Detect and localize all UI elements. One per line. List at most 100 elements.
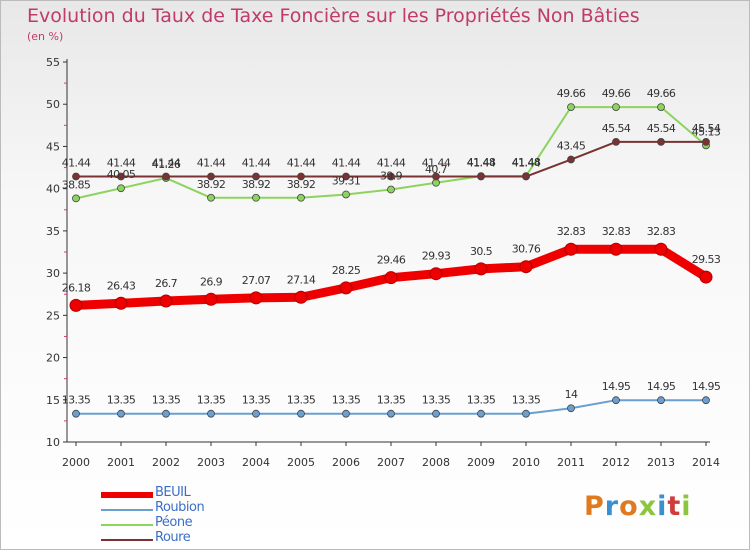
data-label: 38.85	[62, 178, 91, 191]
data-label: 41.48	[512, 156, 541, 169]
y-tick-label: 20	[46, 352, 60, 365]
data-label: 38.92	[197, 178, 226, 191]
x-tick-label: 2000	[62, 456, 90, 469]
data-point-peone	[387, 185, 395, 194]
x-tick-label: 2013	[647, 456, 675, 469]
data-label: 49.66	[557, 87, 586, 100]
x-tick-label: 2003	[197, 456, 225, 469]
data-label: 30.5	[470, 245, 493, 258]
x-tick-label: 2009	[467, 456, 495, 469]
y-tick-label: 10	[46, 436, 60, 449]
data-label: 38.92	[287, 178, 316, 191]
data-point-peone	[657, 103, 665, 111]
data-point-roubion	[252, 409, 260, 418]
logo-letter: i	[681, 491, 692, 522]
data-point-roure	[432, 172, 440, 181]
data-label: 13.35	[62, 394, 91, 407]
data-label: 13.35	[152, 394, 181, 407]
data-label: 13.35	[377, 394, 406, 407]
data-point-beuil	[114, 296, 128, 310]
data-point-roure	[252, 172, 260, 181]
data-label: 39.31	[332, 174, 361, 187]
data-point-beuil	[204, 292, 218, 306]
data-point-beuil	[294, 290, 308, 304]
data-point-beuil	[429, 267, 443, 281]
data-label: 41.48	[467, 156, 496, 169]
data-point-roure	[522, 172, 530, 181]
data-label: 41.44	[467, 157, 496, 170]
data-label: 40.7	[425, 163, 448, 176]
x-tick-label: 2012	[602, 456, 630, 469]
data-label: 14	[565, 388, 578, 401]
data-point-roubion	[297, 409, 305, 418]
data-point-beuil	[654, 242, 668, 256]
y-tick-label: 30	[46, 267, 60, 280]
y-tick-label: 45	[46, 140, 60, 153]
data-point-roure	[567, 155, 575, 164]
data-point-roubion	[387, 409, 395, 418]
legend-swatch-peone	[101, 524, 153, 526]
x-tick-label: 2008	[422, 456, 450, 469]
data-label: 41.26	[152, 158, 181, 171]
legend-label-roure: Roure	[155, 530, 191, 545]
legend-label-roubion: Roubion	[155, 500, 205, 515]
data-point-beuil	[384, 271, 398, 285]
logo-letter: o	[619, 491, 639, 522]
data-point-roure	[207, 172, 215, 181]
data-label: 13.35	[512, 394, 541, 407]
legend-swatch-beuil	[101, 492, 153, 498]
data-point-roure	[387, 172, 395, 181]
data-label: 29.53	[692, 253, 721, 266]
data-label: 13.35	[422, 394, 451, 407]
y-tick-label: 50	[46, 98, 60, 111]
data-point-beuil	[339, 281, 353, 295]
y-tick-label: 35	[46, 225, 60, 238]
data-point-beuil	[564, 242, 578, 256]
data-label: 41.44	[512, 157, 541, 170]
data-point-peone	[567, 103, 575, 111]
data-label: 32.83	[647, 225, 676, 238]
data-label: 38.92	[242, 178, 271, 191]
data-label: 29.46	[377, 254, 406, 267]
data-point-roure	[117, 172, 125, 181]
data-label: 41.44	[287, 157, 316, 170]
data-label: 41.44	[62, 157, 91, 170]
data-label: 13.35	[107, 394, 136, 407]
data-point-peone	[252, 193, 260, 202]
y-tick-label: 40	[46, 183, 60, 196]
data-point-roure	[657, 137, 665, 146]
x-tick-label: 2010	[512, 456, 540, 469]
x-tick-label: 2002	[152, 456, 180, 469]
data-label: 32.83	[557, 225, 586, 238]
logo-letter: t	[667, 491, 682, 522]
data-label: 14.95	[692, 380, 721, 393]
data-label: 14.95	[602, 380, 631, 393]
data-point-peone	[207, 193, 215, 202]
chart-title: Evolution du Taux de Taxe Foncière sur l…	[27, 5, 640, 27]
data-point-roure	[72, 172, 80, 181]
data-label: 13.35	[287, 394, 316, 407]
data-point-roubion	[117, 409, 125, 418]
data-point-peone	[342, 190, 350, 199]
x-tick-label: 2005	[287, 456, 315, 469]
data-point-roubion	[477, 409, 485, 418]
data-label: 45.54	[647, 122, 676, 135]
data-point-peone	[72, 194, 80, 203]
data-label: 14.95	[647, 380, 676, 393]
data-label: 45.54	[602, 122, 631, 135]
legend-label-beuil: BEUIL	[155, 485, 191, 500]
data-point-roubion	[162, 409, 170, 418]
data-point-roure	[297, 172, 305, 181]
legend-swatch-roubion	[101, 509, 153, 511]
data-point-peone	[297, 193, 305, 202]
data-label: 13.35	[197, 394, 226, 407]
data-point-roure	[162, 172, 170, 181]
data-label: 13.35	[242, 394, 271, 407]
data-label: 29.93	[422, 250, 451, 263]
data-label: 28.25	[332, 264, 361, 277]
data-label: 41.44	[197, 157, 226, 170]
x-tick-label: 2004	[242, 456, 270, 469]
data-label: 49.66	[647, 87, 676, 100]
